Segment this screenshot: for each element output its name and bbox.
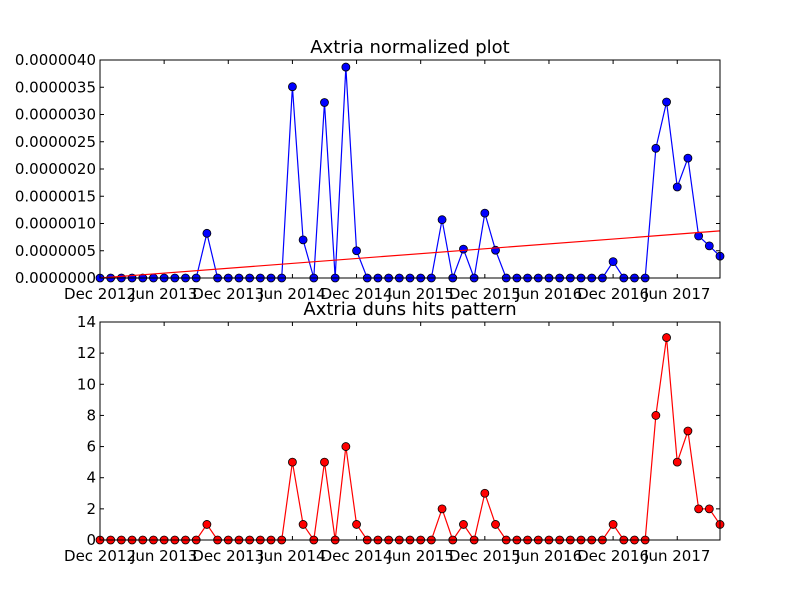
x-tick-label: Jun 2017 <box>643 285 710 303</box>
x-tick-label: Jun 2013 <box>130 547 197 565</box>
y-tick-label: 0.0000005 <box>15 242 96 260</box>
x-tick-label: Dec 2014 <box>321 547 393 565</box>
y-tick-label: 10 <box>77 375 96 393</box>
y-tick-label: 2 <box>86 500 96 518</box>
data-point <box>202 228 212 238</box>
axes-frame <box>99 59 721 279</box>
x-tick-label: Jun 2015 <box>386 547 453 565</box>
data-point <box>341 62 351 72</box>
data-point <box>672 457 682 467</box>
data-point <box>459 244 468 254</box>
data-point <box>704 241 714 251</box>
trend-line <box>99 230 721 279</box>
x-tick-label: Jun 2016 <box>515 547 582 565</box>
x-tick-label: Dec 2013 <box>192 547 264 565</box>
y-tick-label: 6 <box>86 438 96 456</box>
x-tick-label: Dec 2013 <box>192 285 264 303</box>
y-tick-label: 0.0000030 <box>15 106 96 124</box>
x-tick-label: Jun 2016 <box>515 285 582 303</box>
data-point <box>651 143 661 153</box>
data-point <box>608 257 618 267</box>
data-point <box>459 520 468 529</box>
data-point <box>704 504 714 514</box>
data-point <box>480 488 490 498</box>
y-tick-label: 0.0000035 <box>15 78 96 96</box>
y-tick-label: 4 <box>86 469 96 487</box>
x-tick-label: Jun 2014 <box>258 285 325 303</box>
y-tick-label: 0.0000000 <box>15 269 96 287</box>
data-point <box>288 82 297 92</box>
chart-title: Axtria normalized plot <box>310 37 509 58</box>
normalized-plot-chart: Axtria normalized plot 0.0000000 0.0000005… <box>15 37 725 303</box>
data-point <box>608 520 618 529</box>
x-tick-label: Dec 2012 <box>64 547 136 565</box>
x-tick-label: Dec 2016 <box>577 547 649 565</box>
chart-title: Axtria duns hits pattern <box>303 299 516 320</box>
y-tick-label: 0.0000040 <box>15 51 96 69</box>
data-point <box>352 246 361 256</box>
x-tick-label: Jun 2015 <box>386 285 453 303</box>
data-point <box>683 426 693 436</box>
y-tick-label: 0.0000015 <box>15 187 96 205</box>
data-point <box>491 520 500 529</box>
y-tick-label: 8 <box>86 406 96 424</box>
data-point <box>288 457 297 467</box>
data-point <box>694 504 704 514</box>
data-point <box>662 97 671 107</box>
x-tick-label: Dec 2016 <box>577 285 649 303</box>
x-tick-label: Dec 2015 <box>449 547 521 565</box>
data-point <box>683 153 693 163</box>
data-point <box>672 182 682 192</box>
data-point <box>437 504 447 514</box>
data-point <box>341 442 351 451</box>
y-tick-label: 0.0000025 <box>15 133 96 151</box>
data-point <box>437 215 447 225</box>
x-tick-label: Jun 2017 <box>643 547 710 565</box>
x-tick-label: Dec 2014 <box>321 285 393 303</box>
y-tick-label: 0.0000020 <box>15 160 96 178</box>
y-tick-label: 14 <box>77 313 96 331</box>
y-tick-label: 12 <box>77 344 96 362</box>
duns-hits-chart: Axtria duns hits pattern 0 2 4 6 8 10 12 14 Dec 2… <box>64 299 725 565</box>
data-point <box>320 98 329 107</box>
axes-frame <box>99 321 721 541</box>
data-point <box>480 208 490 218</box>
data-point <box>662 333 671 342</box>
data-point <box>202 520 212 529</box>
x-tick-label: Dec 2015 <box>449 285 521 303</box>
x-tick-label: Jun 2014 <box>258 547 325 565</box>
data-point <box>352 520 361 529</box>
x-tick-label: Dec 2012 <box>64 285 136 303</box>
data-point <box>651 411 661 420</box>
y-tick-label: 0.0000010 <box>15 215 96 233</box>
data-point <box>298 520 308 529</box>
x-tick-label: Jun 2013 <box>130 285 197 303</box>
data-point <box>320 457 329 467</box>
data-point <box>298 235 308 245</box>
y-tick-label: 0 <box>86 531 96 549</box>
